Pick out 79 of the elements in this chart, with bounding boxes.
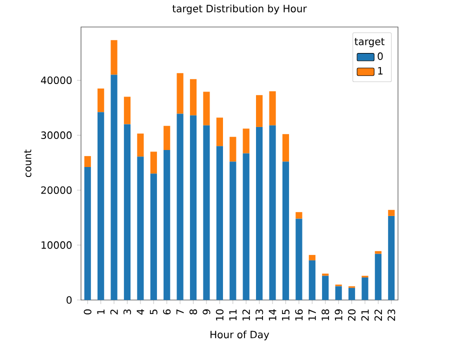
bar — [124, 96, 131, 124]
x-axis-title: Hour of Day — [210, 330, 270, 340]
bar — [150, 152, 157, 174]
x-tick-label: 2 — [110, 310, 118, 314]
bar — [256, 126, 263, 300]
y-axis-title: count — [24, 150, 32, 178]
bar — [388, 216, 395, 300]
bar — [137, 134, 144, 157]
x-tick-label: 17 — [308, 310, 316, 320]
x-tick-label: 23 — [388, 310, 396, 321]
legend-label: 1 — [378, 67, 383, 74]
bar — [110, 74, 118, 300]
x-tick-label: 22 — [374, 310, 382, 321]
y-tick-label: 30000 — [41, 131, 72, 139]
bar — [98, 88, 104, 112]
bar — [282, 134, 290, 162]
bar — [164, 150, 170, 300]
bar — [242, 153, 250, 300]
x-tick-label: 14 — [268, 309, 276, 320]
bar — [216, 118, 223, 146]
bar — [98, 112, 104, 300]
bar — [256, 95, 263, 127]
y-tick-label: 0 — [66, 296, 72, 304]
x-tick-label: 18 — [322, 309, 330, 320]
bar — [216, 146, 223, 300]
bar — [137, 156, 144, 300]
bar — [84, 156, 91, 168]
x-tick-label: 13 — [256, 310, 264, 320]
bar — [335, 286, 342, 300]
x-tick-label: 11 — [229, 310, 237, 320]
bar — [308, 254, 316, 260]
bar — [322, 276, 329, 300]
bar — [374, 254, 382, 300]
chart-title: target Distribution by Hour — [172, 4, 307, 14]
bar — [190, 115, 197, 300]
x-tick-label: 3 — [123, 310, 132, 314]
x-tick-label: 9 — [202, 309, 210, 314]
bar — [190, 79, 197, 116]
bar — [388, 210, 395, 216]
x-tick-label: 19 — [334, 309, 342, 320]
bar — [308, 260, 316, 300]
bar — [164, 126, 170, 150]
bar — [282, 162, 290, 300]
bar — [269, 91, 276, 126]
bar — [176, 73, 184, 114]
bar — [203, 125, 210, 300]
bar — [84, 167, 91, 300]
x-tick-label: 15 — [282, 310, 290, 320]
x-tick-label: 16 — [295, 309, 303, 320]
x-tick-label: 20 — [348, 309, 356, 321]
y-tick-label: 40000 — [40, 76, 72, 84]
x-tick-label: 21 — [361, 310, 369, 321]
bar — [110, 40, 118, 75]
bar — [296, 218, 302, 300]
legend-title: target — [354, 38, 384, 48]
bar — [296, 212, 302, 219]
bar — [176, 114, 184, 300]
x-tick-label: 5 — [150, 310, 158, 314]
bar — [124, 124, 131, 300]
bar — [362, 277, 368, 300]
bar — [203, 92, 210, 126]
x-tick-label: 10 — [216, 309, 224, 320]
bar — [348, 288, 356, 300]
x-tick-label: 4 — [136, 309, 144, 315]
legend-label: 0 — [378, 52, 383, 60]
y-tick-label: 20000 — [41, 186, 72, 194]
bar — [242, 128, 250, 154]
x-tick-label: 1 — [97, 310, 104, 314]
x-tick-label: 7 — [176, 310, 184, 314]
y-tick-label: 10000 — [42, 241, 72, 249]
x-tick-label: 12 — [242, 310, 250, 320]
bar — [269, 125, 276, 300]
x-tick-label: 6 — [163, 309, 171, 314]
bar — [150, 174, 157, 300]
bar — [230, 136, 236, 162]
x-tick-label: 8 — [189, 309, 198, 314]
x-tick-label: 0 — [84, 309, 92, 314]
bar — [230, 162, 236, 300]
bar — [374, 251, 382, 254]
